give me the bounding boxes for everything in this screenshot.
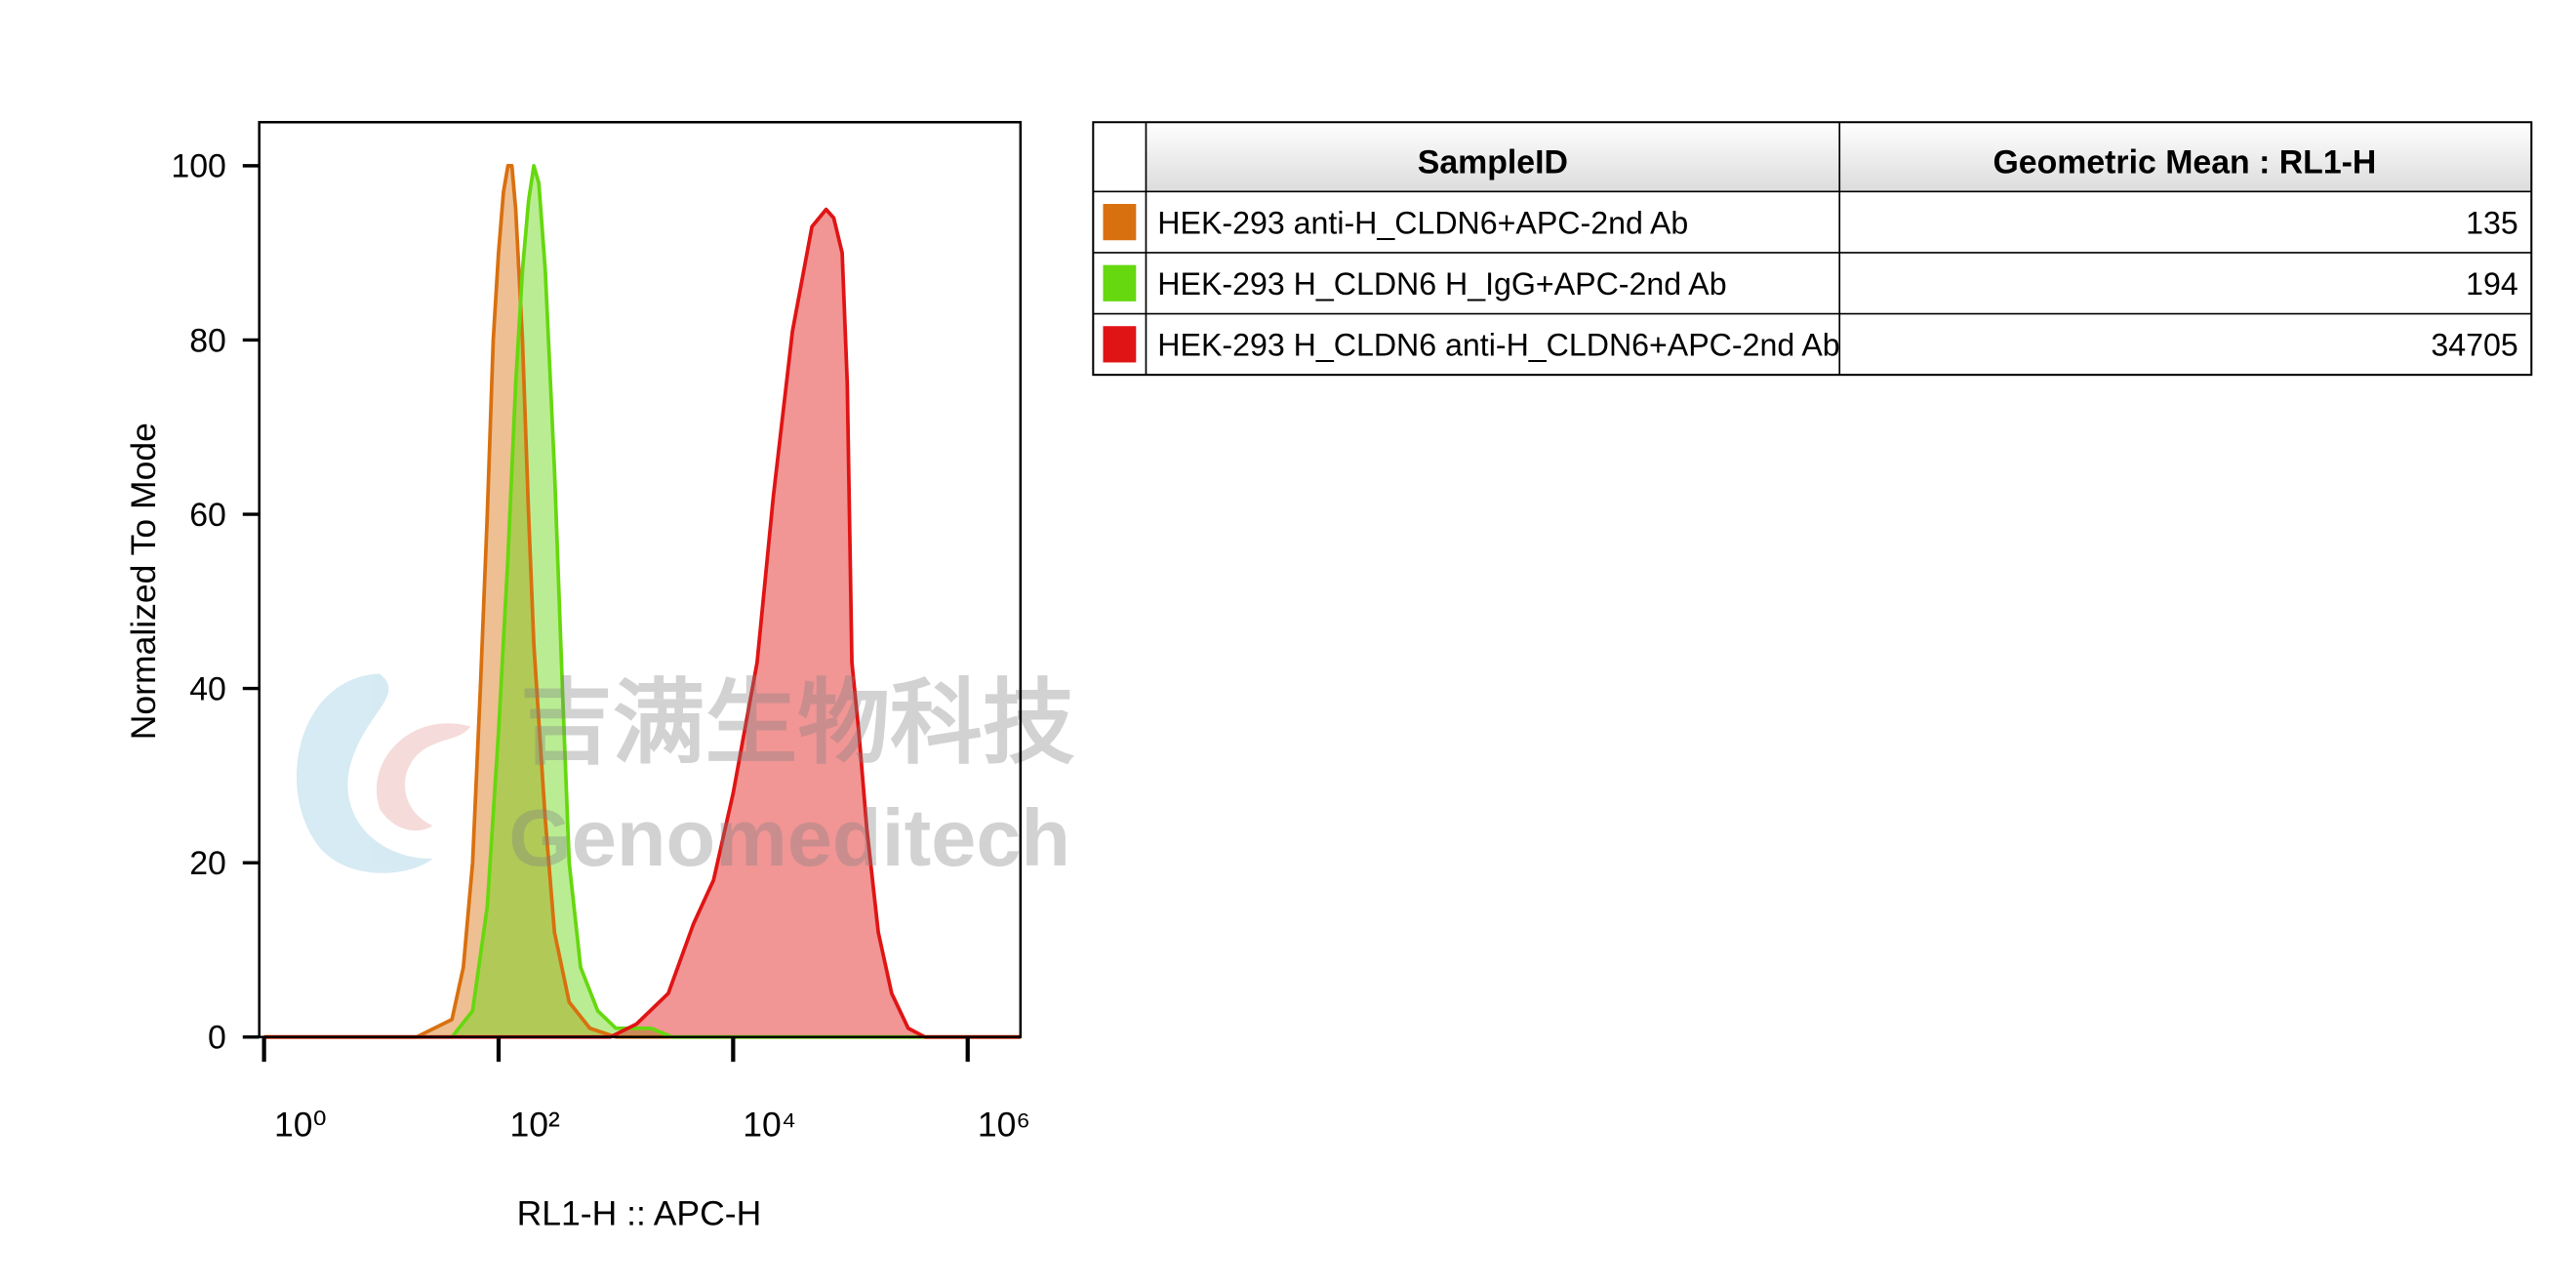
table-frame	[1092, 121, 2533, 377]
watermark-cn: 吉满生物科技	[520, 671, 1075, 775]
plot-area	[263, 164, 1021, 1039]
geometric-mean: 135	[2466, 205, 2518, 240]
x-tick-label: 10²	[510, 1105, 561, 1144]
logo-swirl	[296, 673, 433, 873]
y-tick-label: 60	[189, 497, 226, 534]
y-tick-label: 100	[171, 148, 225, 185]
plot-frame	[258, 120, 1023, 1039]
sample-id: HEK-293 H_CLDN6 anti-H_CLDN6+APC-2nd Ab	[1157, 328, 1839, 363]
legend-swatch	[1103, 204, 1137, 241]
watermark-en: Genomeditech	[508, 792, 1070, 883]
x-tick-label: 10⁰	[274, 1105, 327, 1144]
watermark: 吉满生物科技 Genomeditech	[296, 671, 1075, 883]
geometric-mean: 34705	[2431, 328, 2517, 363]
legend-swatch	[1103, 326, 1137, 363]
y-axis-label: Normalized To Mode	[124, 423, 163, 740]
legend-swatch	[1103, 264, 1137, 302]
geometric-mean: 194	[2466, 266, 2518, 302]
area-fill	[263, 209, 1021, 1037]
area-line	[263, 164, 1021, 1039]
area-line	[263, 164, 1021, 1039]
x-tick-label: 10⁶	[978, 1105, 1030, 1144]
x-axis-label: RL1-H :: APC-H	[517, 1194, 762, 1233]
y-tick-label: 80	[189, 322, 226, 359]
statistics-table: SampleID Geometric Mean : RL1-H HEK-293 …	[1092, 121, 2533, 377]
y-tick-label: 0	[208, 1020, 226, 1057]
sample-id: HEK-293 anti-H_CLDN6+APC-2nd Ab	[1157, 205, 1688, 240]
logo-swirl	[376, 723, 471, 831]
y-tick-label: 40	[189, 670, 226, 707]
table-header-cell: Geometric Mean : RL1-H	[1992, 144, 2376, 181]
table-header-cell: SampleID	[1418, 144, 1568, 181]
sample-id: HEK-293 H_CLDN6 H_IgG+APC-2nd Ab	[1157, 266, 1726, 302]
x-tick-label: 10⁴	[743, 1105, 796, 1144]
area-line	[263, 207, 1021, 1039]
y-tick-label: 20	[189, 845, 226, 882]
